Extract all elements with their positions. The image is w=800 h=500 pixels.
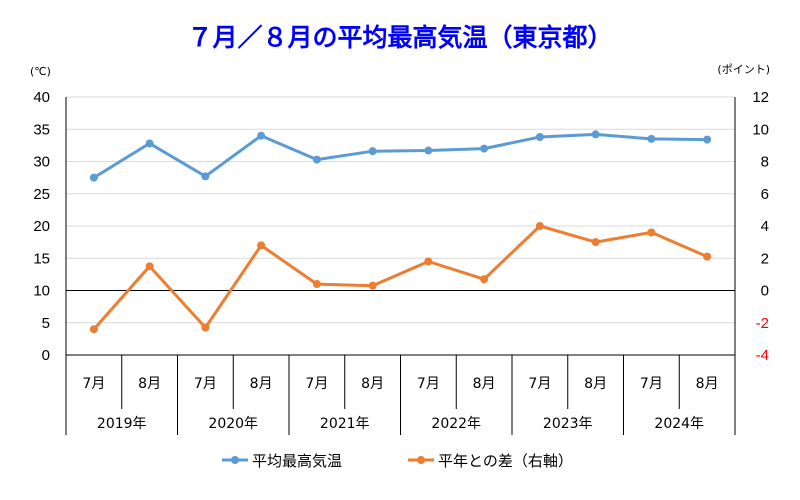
left-axis-unit: (℃)	[30, 65, 51, 78]
series-2-point	[201, 323, 210, 332]
series-layer	[89, 130, 712, 334]
series-1-point	[89, 173, 98, 182]
category-label: 7月	[640, 376, 663, 392]
series-1-point	[591, 130, 600, 139]
right-tick-label: 6	[761, 186, 769, 203]
series-1-point	[201, 172, 210, 181]
right-tick-label: 8	[761, 154, 769, 171]
series-line-1	[93, 132, 708, 179]
series-2-point	[424, 257, 433, 266]
right-tick-label: 4	[761, 218, 769, 235]
series-2-point	[89, 325, 98, 334]
series-2-point	[591, 238, 600, 247]
category-label: 8月	[696, 376, 719, 392]
series-1-point	[257, 131, 266, 140]
left-tick-label: 5	[42, 315, 50, 332]
legend-marker-2	[417, 456, 425, 464]
series-2-point	[312, 280, 321, 289]
right-tick-label: -4	[756, 347, 769, 364]
category-label: 8月	[584, 376, 607, 392]
series-line-2	[92, 224, 708, 331]
left-tick-label: 40	[33, 89, 50, 106]
right-tick-label: 10	[752, 121, 769, 138]
right-tick-label: 2	[761, 250, 769, 267]
year-label: 2022年	[431, 416, 481, 432]
year-label: 2019年	[97, 416, 147, 432]
year-label: 2020年	[208, 416, 258, 432]
series-1-point	[703, 135, 712, 144]
series-1-point	[312, 155, 321, 164]
series-2-point	[535, 222, 544, 230]
left-tick-label: 15	[33, 250, 50, 267]
series-1-point	[145, 139, 154, 148]
category-label: 7月	[305, 376, 328, 392]
legend-marker-1	[231, 456, 239, 464]
right-tick-label: 0	[761, 283, 769, 300]
right-axis-unit: (ポイント)	[717, 63, 770, 76]
series-2-point	[480, 275, 489, 284]
category-axis: 7月 8月 7月 8月 7月 8月 7月 8月 7月 8月 7月 8月 2019年 2020年 2021年 2…	[65, 97, 736, 435]
category-label: 8月	[361, 376, 384, 392]
legend-label-2: 平年との差（右軸）	[438, 452, 573, 470]
category-label: 8月	[250, 376, 273, 392]
left-tick-label: 0	[42, 347, 50, 364]
category-label: 8月	[138, 376, 161, 392]
category-label: 7月	[194, 376, 217, 392]
right-axis-ticks: -4 -2 0 2 4 6 8 10 12	[752, 89, 769, 364]
series-2-point	[703, 252, 712, 261]
legend-label-1: 平均最高気温	[252, 452, 342, 470]
year-label: 2023年	[543, 416, 593, 432]
left-tick-label: 30	[33, 154, 50, 171]
legend: 平均最高気温 平年との差（右軸）	[222, 452, 573, 470]
series-2-point	[647, 228, 656, 237]
left-tick-label: 10	[33, 283, 50, 300]
series-1-point	[647, 134, 656, 143]
left-axis-ticks: 0 5 10 15 20 25 30 35 40	[33, 89, 50, 364]
category-label: 8月	[473, 376, 496, 392]
year-label: 2024年	[654, 416, 704, 432]
right-tick-label: 12	[752, 89, 769, 106]
left-tick-label: 25	[33, 186, 50, 203]
category-label: 7月	[417, 376, 440, 392]
series-2-point	[257, 241, 266, 250]
series-2-point	[145, 262, 154, 271]
series-1-point	[368, 147, 377, 156]
left-tick-label: 20	[33, 218, 50, 235]
right-tick-label: -2	[756, 315, 769, 332]
series-2-point	[368, 281, 377, 290]
series-1-point	[480, 144, 489, 153]
year-label: 2021年	[320, 416, 370, 432]
chart-title: ７月／８月の平均最高気温（東京都）	[187, 23, 612, 52]
category-label: 7月	[528, 376, 551, 392]
gridlines	[66, 96, 735, 324]
series-1-point	[535, 132, 544, 141]
series-1-point	[424, 146, 433, 155]
left-tick-label: 35	[33, 121, 50, 138]
category-label: 7月	[82, 376, 105, 392]
